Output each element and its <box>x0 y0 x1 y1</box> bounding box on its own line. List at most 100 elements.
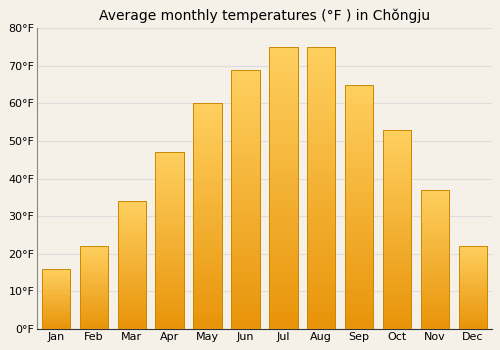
Bar <box>269 98 298 103</box>
Bar <box>80 279 108 281</box>
Bar <box>42 323 70 324</box>
Bar <box>420 240 449 243</box>
Bar <box>42 276 70 277</box>
Bar <box>118 278 146 280</box>
Bar <box>307 75 336 81</box>
Bar <box>269 278 298 284</box>
Bar <box>156 318 184 322</box>
Bar <box>42 288 70 289</box>
Bar <box>383 217 411 221</box>
Bar <box>231 80 260 85</box>
Bar <box>420 298 449 301</box>
Bar <box>156 244 184 247</box>
Bar <box>269 216 298 222</box>
Bar <box>269 239 298 244</box>
Bar <box>345 85 374 90</box>
Bar <box>42 299 70 300</box>
Bar <box>118 232 146 234</box>
Bar <box>231 199 260 204</box>
Bar <box>307 154 336 160</box>
Bar <box>42 292 70 293</box>
Bar <box>156 159 184 163</box>
Bar <box>458 301 487 302</box>
Bar <box>231 298 260 303</box>
Bar <box>458 264 487 266</box>
Bar <box>345 309 374 314</box>
Bar <box>194 194 222 198</box>
Bar <box>458 316 487 317</box>
Bar <box>458 304 487 306</box>
Bar <box>458 263 487 264</box>
Bar <box>383 181 411 186</box>
Bar <box>383 194 411 197</box>
Bar <box>420 220 449 223</box>
Bar <box>231 293 260 298</box>
Bar <box>156 163 184 166</box>
Bar <box>420 223 449 226</box>
Bar <box>458 270 487 271</box>
Bar <box>383 225 411 229</box>
Bar <box>194 131 222 135</box>
Bar <box>383 197 411 201</box>
Bar <box>345 104 374 109</box>
Bar <box>156 247 184 251</box>
Bar <box>383 313 411 317</box>
Bar <box>194 257 222 261</box>
Bar <box>458 282 487 284</box>
Bar <box>383 149 411 154</box>
Bar <box>420 248 449 251</box>
Bar <box>231 132 260 137</box>
Bar <box>383 301 411 305</box>
Bar <box>383 201 411 205</box>
Bar <box>420 193 449 195</box>
Bar <box>156 308 184 311</box>
Bar <box>231 127 260 132</box>
Bar <box>420 195 449 198</box>
Bar <box>194 103 222 329</box>
Bar <box>80 326 108 327</box>
Bar <box>420 265 449 268</box>
Bar <box>383 309 411 313</box>
Bar <box>345 119 374 124</box>
Bar <box>420 293 449 295</box>
Bar <box>194 203 222 207</box>
Bar <box>118 204 146 206</box>
Bar <box>383 321 411 325</box>
Bar <box>307 233 336 239</box>
Bar <box>156 198 184 202</box>
Bar <box>420 309 449 312</box>
Bar <box>80 294 108 296</box>
Bar <box>194 243 222 248</box>
Bar <box>383 285 411 289</box>
Bar <box>118 214 146 216</box>
Bar <box>269 289 298 295</box>
Bar <box>307 261 336 267</box>
Bar <box>42 305 70 306</box>
Bar <box>307 171 336 177</box>
Bar <box>80 284 108 286</box>
Bar <box>42 293 70 294</box>
Bar <box>345 173 374 177</box>
Bar <box>42 294 70 295</box>
Bar <box>80 301 108 302</box>
Bar <box>156 269 184 272</box>
Bar <box>307 109 336 114</box>
Bar <box>231 106 260 111</box>
Bar <box>80 256 108 258</box>
Bar <box>383 162 411 166</box>
Bar <box>383 305 411 309</box>
Bar <box>458 319 487 321</box>
Bar <box>269 261 298 267</box>
Bar <box>80 307 108 309</box>
Bar <box>156 322 184 326</box>
Bar <box>156 301 184 304</box>
Bar <box>307 267 336 273</box>
Bar <box>194 293 222 297</box>
Bar <box>269 312 298 317</box>
Bar <box>80 248 108 250</box>
Bar <box>269 284 298 289</box>
Bar <box>231 241 260 246</box>
Bar <box>458 246 487 248</box>
Bar <box>194 103 222 108</box>
Bar <box>42 289 70 290</box>
